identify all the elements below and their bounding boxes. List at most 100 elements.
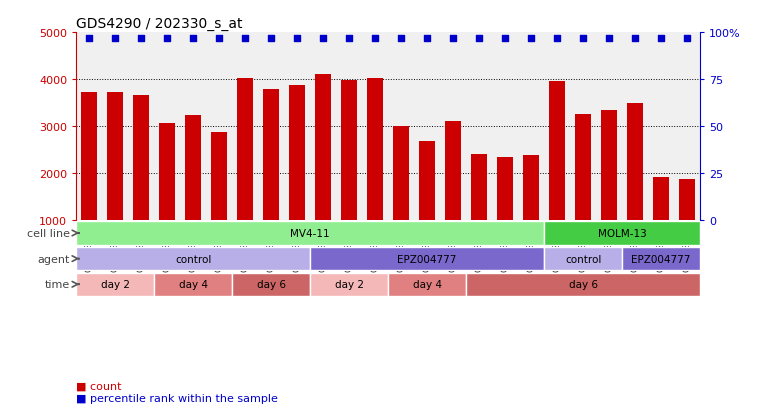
Text: GSM739169: GSM739169 [552,221,562,271]
Bar [315,75,331,221]
Text: ■ count: ■ count [76,380,122,390]
Bar [627,104,643,221]
Bar [601,111,617,221]
Text: GSM739171: GSM739171 [605,221,613,271]
Text: cell line: cell line [27,228,70,238]
Text: GSM739149: GSM739149 [345,221,354,271]
Bar [310,247,544,271]
Point [239,36,251,43]
Bar [419,142,435,221]
Bar [159,124,175,221]
Text: GDS4290 / 202330_s_at: GDS4290 / 202330_s_at [76,17,243,31]
Text: GSM739163: GSM739163 [240,221,250,271]
Text: GSM739148: GSM739148 [319,221,327,271]
Point [421,36,433,43]
Bar [524,156,539,221]
Text: control: control [565,254,601,264]
Bar [575,115,591,221]
Text: day 4: day 4 [412,280,441,290]
Point [551,36,563,43]
Text: control: control [175,254,212,264]
Bar [76,247,310,271]
Bar [544,247,622,271]
Point [109,36,121,43]
Point [369,36,381,43]
Point [213,36,225,43]
Bar [341,81,357,221]
Text: day 6: day 6 [568,280,597,290]
Text: day 4: day 4 [179,280,208,290]
Text: GSM739157: GSM739157 [163,221,171,271]
Bar [471,155,487,221]
Bar [76,222,544,245]
Text: GSM739153: GSM739153 [137,221,145,271]
Bar [544,222,700,245]
Text: MV4-11: MV4-11 [290,228,330,238]
Text: GSM739162: GSM739162 [527,221,536,271]
Bar [237,78,253,221]
Bar [186,116,201,221]
Text: GSM739164: GSM739164 [266,221,275,271]
Bar [368,78,383,221]
Bar [212,133,227,221]
Text: agent: agent [37,254,70,264]
Bar [154,273,232,296]
Point [655,36,667,43]
Bar [133,96,149,221]
Text: day 2: day 2 [100,280,129,290]
Text: EPZ004777: EPZ004777 [397,254,457,264]
Point [187,36,199,43]
Text: MOLM-13: MOLM-13 [597,228,647,238]
Text: EPZ004777: EPZ004777 [632,254,691,264]
Text: ■ percentile rank within the sample: ■ percentile rank within the sample [76,393,278,403]
Text: time: time [45,280,70,290]
Point [291,36,303,43]
Bar [393,127,409,221]
Text: GSM739152: GSM739152 [110,221,119,271]
Point [499,36,511,43]
Text: GSM739168: GSM739168 [683,221,692,271]
Bar [310,273,388,296]
Text: GSM739160: GSM739160 [475,221,483,271]
Point [577,36,589,43]
Bar [498,158,513,221]
Bar [81,93,97,221]
Text: GSM739156: GSM739156 [449,221,457,271]
Point [447,36,459,43]
Point [343,36,355,43]
Point [473,36,486,43]
Text: day 2: day 2 [335,280,364,290]
Text: GSM739167: GSM739167 [657,221,666,271]
Point [525,36,537,43]
Bar [466,273,700,296]
Bar [653,178,669,221]
Point [681,36,693,43]
Point [83,36,95,43]
Point [161,36,174,43]
Text: day 6: day 6 [256,280,285,290]
Text: GSM739158: GSM739158 [189,221,198,271]
Bar [232,273,310,296]
Text: GSM739165: GSM739165 [293,221,301,271]
Point [265,36,277,43]
Point [317,36,330,43]
Point [629,36,642,43]
Text: GSM739166: GSM739166 [631,221,639,271]
Point [603,36,615,43]
Text: GSM739170: GSM739170 [578,221,587,271]
Text: GSM739159: GSM739159 [215,221,224,271]
Text: GSM739150: GSM739150 [371,221,380,271]
Bar [289,85,305,221]
Text: GSM739161: GSM739161 [501,221,510,271]
Bar [622,247,700,271]
Bar [549,82,565,221]
Bar [680,180,695,221]
Bar [76,273,154,296]
Point [135,36,147,43]
Bar [388,273,466,296]
Text: GSM739155: GSM739155 [422,221,431,271]
Bar [445,122,461,221]
Bar [107,93,123,221]
Bar [263,90,279,221]
Text: GSM739154: GSM739154 [396,221,406,271]
